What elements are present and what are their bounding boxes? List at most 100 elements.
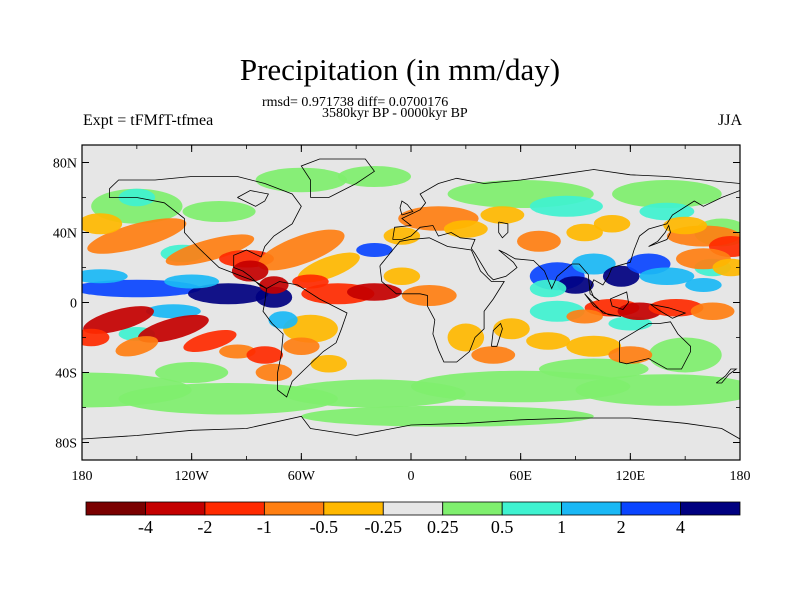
anomaly-patch	[471, 346, 516, 364]
anomaly-patch	[231, 260, 269, 282]
anomaly-patch	[356, 243, 393, 257]
colorbar-label: -0.25	[364, 517, 403, 537]
anomaly-patch	[82, 328, 110, 347]
lat-tick-label: 40N	[53, 227, 77, 242]
anomaly-patch	[246, 346, 284, 364]
lon-tick-label: 0	[408, 469, 415, 484]
coastline-segment	[392, 169, 740, 240]
anomaly-patch	[401, 285, 457, 306]
colorbar-swatch	[382, 501, 444, 516]
coastline-segment	[392, 190, 740, 302]
colorbar	[85, 501, 741, 516]
lon-tick-label: 120E	[616, 469, 646, 484]
anomaly-patch	[258, 229, 345, 271]
anomaly-patch	[639, 202, 695, 221]
anomaly-patch	[526, 332, 571, 350]
coastline-segment	[300, 158, 375, 198]
season-label: JJA	[717, 112, 742, 129]
anomaly-patch	[639, 267, 695, 285]
colorbar-label: -4	[137, 517, 153, 537]
anomaly-patch	[292, 274, 329, 289]
anomaly-patch	[337, 166, 412, 187]
experiment-label: Expt = tFMfT-tfmea	[83, 112, 214, 129]
anomaly-patch	[608, 316, 653, 331]
colorbar-label: -2	[197, 517, 213, 537]
anomaly-patch	[188, 283, 269, 305]
anomaly-patch	[283, 337, 320, 355]
anomaly-patch	[137, 314, 209, 343]
anomaly-patch	[145, 304, 201, 319]
longitude-axis: 180 120W 60W 0 60E 120E 180	[72, 145, 751, 484]
latitude-axis: 80N 40N 0 40S 80S	[53, 157, 740, 452]
coastline-segment	[491, 322, 503, 347]
lat-tick-label: 40S	[55, 367, 77, 382]
lat-tick-label: 80S	[55, 437, 77, 452]
anomaly-patch	[118, 383, 338, 415]
anomaly-patch	[268, 311, 298, 329]
coastline-segment	[109, 176, 302, 289]
lon-tick-label: 60W	[288, 469, 316, 484]
lat-tick-label: 80N	[53, 157, 77, 172]
lon-tick-label: 60E	[509, 469, 532, 484]
anomaly-patch	[593, 215, 631, 233]
stats-label: rmsd= 0.971738 diff= 0.0700176	[262, 95, 449, 110]
lon-tick-label: 180	[730, 469, 751, 484]
precipitation-field	[82, 145, 740, 460]
anomaly-patch	[83, 306, 154, 334]
anomaly-patch	[443, 220, 488, 238]
colorbar-swatch	[323, 501, 384, 516]
anomaly-patch	[608, 346, 653, 364]
anomaly-patch	[183, 329, 237, 353]
colorbar-label: 2	[616, 517, 626, 537]
anomaly-patch	[648, 337, 722, 373]
anomaly-patch	[383, 267, 421, 285]
colorbar-label: -0.5	[309, 517, 339, 537]
anomaly-patch	[566, 335, 622, 357]
anomaly-patch	[255, 363, 293, 382]
anomaly-patch	[259, 276, 289, 294]
anomaly-patch	[712, 258, 740, 277]
chart-title: Precipitation (in mm/day)	[239, 52, 561, 87]
anomaly-patch	[87, 218, 187, 254]
colorbar-swatch	[620, 501, 681, 516]
coastline-segment	[648, 224, 671, 247]
anomaly-patch	[493, 318, 530, 340]
anomaly-patch	[480, 206, 525, 224]
coastline-segment	[399, 200, 414, 216]
colorbar-swatch	[561, 501, 622, 516]
anomaly-patch	[575, 374, 740, 406]
anomaly-patch	[690, 302, 735, 320]
anomaly-patch	[115, 336, 159, 357]
anomaly-patch	[155, 362, 229, 383]
anomaly-patch	[566, 223, 603, 242]
anomaly-patch	[347, 283, 402, 301]
anomaly-patch	[447, 323, 485, 352]
colorbar-label: 1	[557, 517, 567, 537]
colorbar-swatch	[442, 501, 503, 516]
anomaly-patch	[685, 278, 722, 292]
anomaly-patch	[82, 269, 128, 284]
anomaly-patch	[301, 405, 594, 427]
anomaly-patch	[529, 279, 567, 298]
colorbar-label: 0.5	[490, 517, 514, 537]
anomaly-patch	[602, 265, 640, 287]
colorbar-label: 4	[676, 517, 686, 537]
colorbar-swatch	[85, 501, 146, 516]
coastline-segment	[609, 291, 629, 310]
anomaly-patch	[310, 355, 348, 373]
anomaly-patch	[165, 234, 255, 266]
anomaly-patch	[566, 309, 603, 324]
coastlines	[82, 158, 740, 440]
colorbar-swatch	[680, 501, 741, 516]
lon-tick-label: 120W	[175, 469, 210, 484]
anomaly-patch	[164, 274, 220, 289]
colorbar-swatch	[263, 501, 325, 516]
colorbar-swatch	[204, 501, 265, 516]
colorbar-swatch	[145, 501, 206, 516]
anomaly-patch	[182, 201, 256, 222]
anomaly-patch	[663, 216, 708, 235]
anomaly-patch	[557, 276, 594, 294]
coastline-segment	[650, 303, 687, 319]
period-label: 3580kyr BP - 0000kyr BP	[322, 106, 468, 121]
